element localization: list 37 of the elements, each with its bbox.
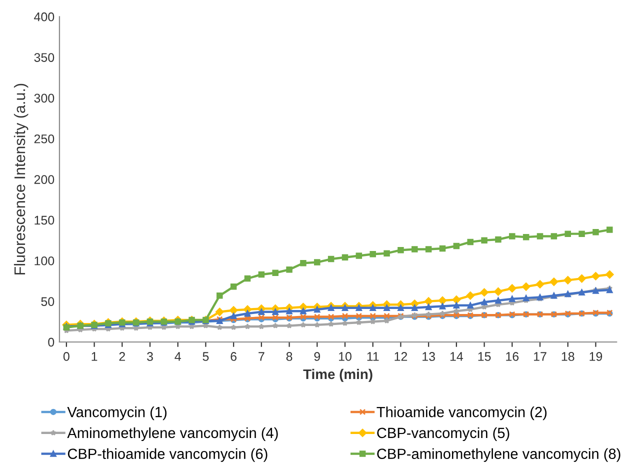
x-tick-label: 4 (174, 352, 181, 361)
x-tick-label: 9 (314, 352, 320, 361)
x-tick-label: 13 (422, 352, 435, 361)
legend-label: CBP-vancomycin (5) (377, 427, 510, 441)
legend-label: Aminomethylene vancomycin (4) (67, 427, 278, 441)
x-axis-title: Time (min) (303, 368, 372, 382)
x-tick-label: 7 (258, 352, 264, 361)
y-axis-title: Fluorescence Intensity (a.u.) (14, 84, 28, 274)
y-tick-label: 400 (34, 12, 54, 22)
y-tick-label: 50 (41, 297, 54, 306)
legend-label: Thioamide vancomycin (2) (376, 406, 547, 420)
x-tick-label: 0 (63, 352, 70, 361)
x-tick-label: 5 (202, 352, 209, 361)
x-tick-label: 14 (450, 352, 464, 361)
x-tick-label: 12 (394, 352, 408, 361)
y-tick-label: 100 (34, 256, 54, 266)
x-tick-label: 3 (147, 352, 153, 361)
x-tick-label: 18 (562, 352, 574, 361)
x-tick-label: 19 (590, 352, 602, 361)
x-tick-label: 1 (92, 352, 98, 361)
y-tick-label: 0 (48, 338, 54, 347)
x-tick-label: 15 (478, 352, 491, 361)
y-tick-label: 250 (34, 134, 54, 144)
x-tick-label: 10 (339, 352, 352, 361)
x-tick-label: 11 (367, 352, 379, 361)
x-tick-label: 17 (534, 352, 546, 361)
legend-label: CBP-aminomethylene vancomycin (8) (377, 448, 620, 462)
y-tick-label: 150 (34, 216, 54, 225)
y-tick-label: 200 (34, 175, 54, 184)
x-tick-label: 8 (286, 352, 292, 361)
legend-label: Vancomycin (1) (67, 406, 167, 420)
legend-label: CBP-thioamide vancomycin (6) (68, 448, 268, 462)
y-tick-label: 350 (34, 53, 54, 62)
x-tick-label: 2 (119, 352, 125, 361)
x-tick-label: 16 (506, 352, 519, 361)
x-tick-label: 6 (230, 352, 237, 361)
y-tick-label: 300 (34, 94, 54, 103)
